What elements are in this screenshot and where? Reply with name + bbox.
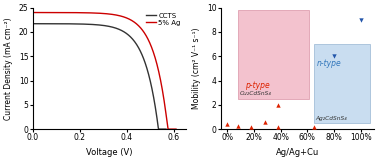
Bar (238, 10, 308, 99)
Point (275, 126, 281, 128)
Point (248, 126, 254, 128)
Point (311, 126, 317, 129)
Text: Cu₂CdSnS₄: Cu₂CdSnS₄ (239, 91, 271, 96)
Point (235, 124, 241, 127)
Point (275, 104, 281, 106)
Text: n-type: n-type (317, 59, 341, 68)
Text: p-type: p-type (245, 81, 270, 90)
X-axis label: Voltage (V): Voltage (V) (86, 148, 132, 157)
Point (358, 19, 364, 21)
Legend: CCTS, 5% Ag: CCTS, 5% Ag (144, 11, 182, 27)
Point (331, 55, 337, 57)
Point (262, 121, 268, 123)
Point (225, 122, 231, 125)
Text: Ag₂CdSnS₄: Ag₂CdSnS₄ (315, 116, 347, 121)
Y-axis label: Current Density (mA cm⁻²): Current Density (mA cm⁻²) (4, 17, 13, 120)
Bar (314, 44, 370, 123)
X-axis label: Ag/Ag+Cu: Ag/Ag+Cu (276, 148, 319, 157)
Y-axis label: Mobility (cm² V⁻¹ s⁻¹): Mobility (cm² V⁻¹ s⁻¹) (192, 28, 201, 109)
